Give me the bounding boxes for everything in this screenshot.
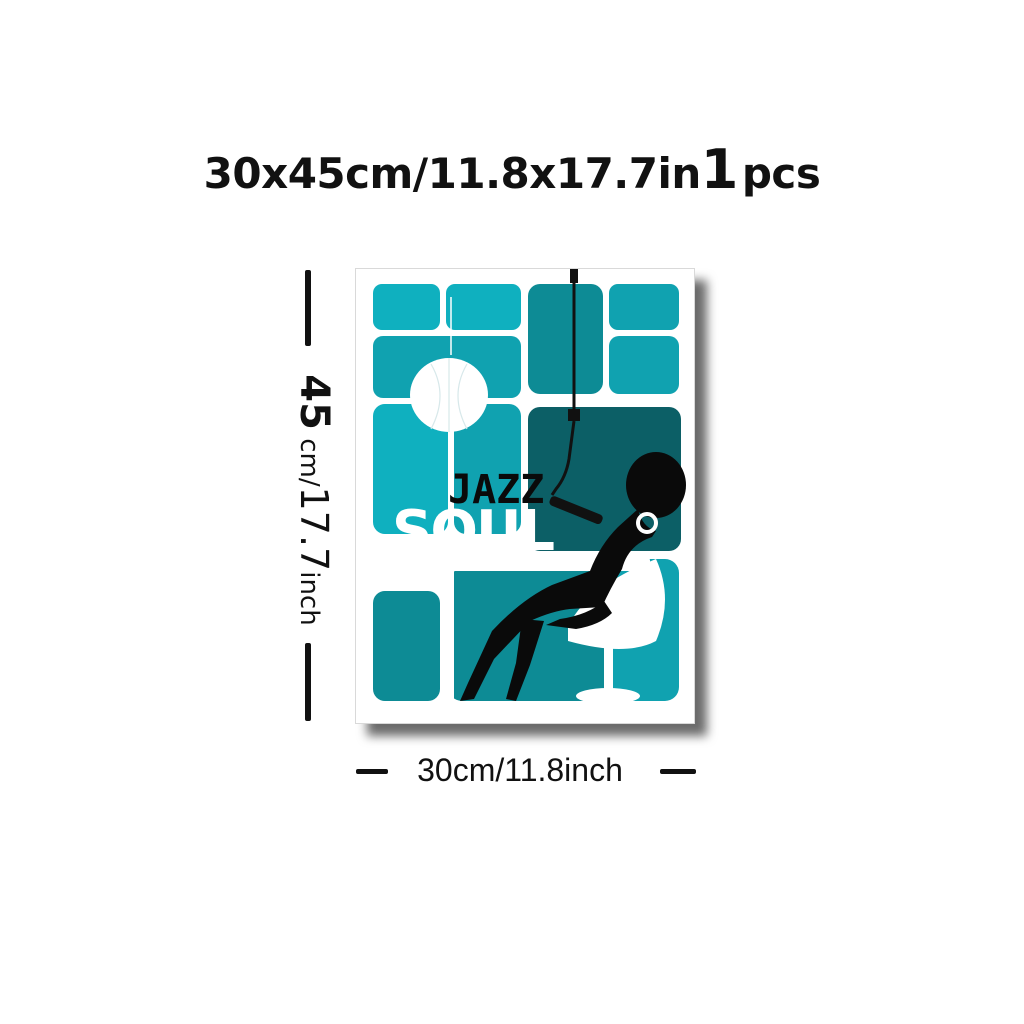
poster-artwork: .t1{fill:#0fb0bf}.t2{fill:#10a2b0}.t3{fi… — [373, 269, 686, 705]
quantity-number: 1 — [700, 138, 739, 201]
table — [380, 555, 650, 705]
height-value: 45 — [291, 374, 337, 430]
woman-silhouette — [460, 452, 686, 701]
size-headline: 30x45cm/11.8x17.7in1pcs — [0, 138, 1024, 201]
width-dimension-bar-left — [356, 769, 388, 774]
poster-product: .t1{fill:#0fb0bf}.t2{fill:#10a2b0}.t3{fi… — [355, 268, 707, 736]
chair — [568, 559, 665, 704]
pendant-lamp — [410, 297, 488, 432]
hanging-microphone — [549, 269, 603, 525]
poster-title-bottom: SOUL — [392, 499, 554, 564]
height-inch-value: 17.7 — [292, 486, 336, 572]
height-dimension-bar-top — [305, 270, 311, 346]
height-inch-unit: inch — [294, 571, 324, 626]
poster-print: .t1{fill:#0fb0bf}.t2{fill:#10a2b0}.t3{fi… — [355, 268, 695, 724]
height-dimension-label: 45 cm/17.7inch — [289, 370, 339, 630]
width-label: 30cm/11.8inch — [417, 752, 623, 788]
height-dimension-bar-bottom — [305, 643, 311, 721]
quantity-unit: pcs — [741, 149, 821, 198]
width-dimension-bar-right — [660, 769, 696, 774]
height-unit: cm/ — [294, 429, 324, 487]
size-text: 30x45cm/11.8x17.7in — [203, 149, 702, 198]
poster-title-top: JAZZ — [448, 467, 544, 513]
